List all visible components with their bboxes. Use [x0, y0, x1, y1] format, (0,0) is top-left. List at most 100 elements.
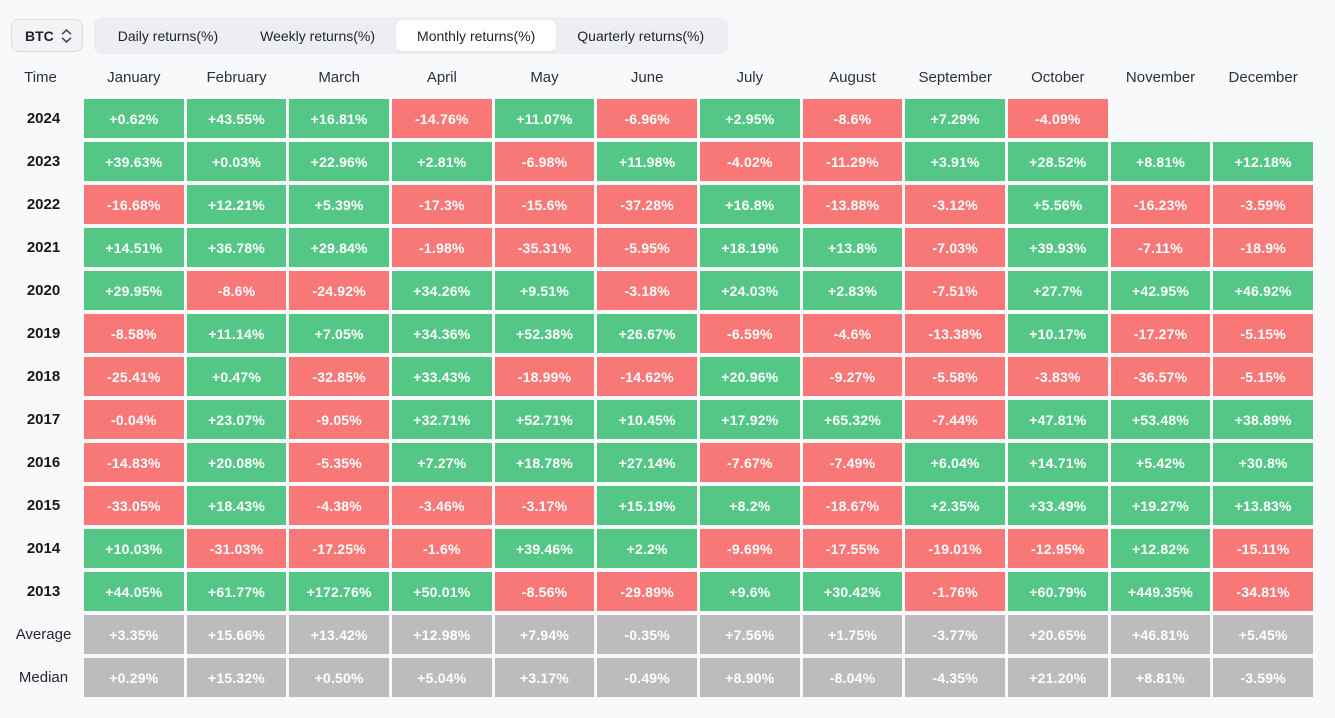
return-cell: -0.49% — [597, 658, 697, 697]
return-cell: +33.49% — [1007, 486, 1108, 525]
return-cell: +39.46% — [494, 529, 595, 568]
return-cell: -7.44% — [905, 400, 1005, 439]
return-cell: +11.98% — [597, 142, 697, 181]
return-cell: +8.81% — [1110, 658, 1211, 697]
return-cell: +52.38% — [494, 314, 595, 353]
return-cell: +1.75% — [802, 615, 903, 654]
return-cell: -25.41% — [84, 357, 184, 396]
month-column-header: August — [829, 68, 876, 86]
return-cell: -14.62% — [597, 357, 697, 396]
return-cell: +60.79% — [1007, 572, 1108, 611]
return-cell: +16.81% — [289, 99, 389, 138]
return-cell: +46.92% — [1213, 271, 1313, 310]
return-cell: +14.51% — [84, 228, 184, 267]
return-cell: +20.65% — [1007, 615, 1108, 654]
return-cell: -3.59% — [1213, 658, 1313, 697]
return-cell: +20.96% — [699, 357, 800, 396]
return-cell: -14.83% — [84, 443, 184, 482]
return-cell: +30.42% — [802, 572, 903, 611]
return-cell: +19.27% — [1110, 486, 1211, 525]
tab-bar: Daily returns(%) Weekly returns(%) Monthly… — [93, 17, 729, 54]
return-cell: +39.93% — [1007, 228, 1108, 267]
year-row-label: 2013 — [26, 583, 61, 600]
symbol-select-value: BTC — [25, 27, 54, 44]
return-cell: +14.71% — [1007, 443, 1108, 482]
month-column-header: October — [1031, 68, 1085, 86]
return-cell: -4.09% — [1007, 99, 1108, 138]
return-cell: +0.03% — [186, 142, 287, 181]
return-cell: -3.59% — [1213, 185, 1313, 224]
return-cell: -3.83% — [1007, 357, 1108, 396]
return-cell: +2.2% — [597, 529, 697, 568]
return-cell: -17.3% — [391, 185, 492, 224]
return-cell: -7.67% — [699, 443, 800, 482]
return-cell: +8.2% — [699, 486, 800, 525]
tab-weekly-returns[interactable]: Weekly returns(%) — [260, 27, 376, 44]
return-cell: +65.32% — [802, 400, 903, 439]
return-cell: +12.98% — [391, 615, 492, 654]
updown-chevron-icon — [61, 28, 72, 43]
return-cell: -3.77% — [905, 615, 1005, 654]
month-column-header: April — [426, 68, 457, 86]
return-cell: +36.78% — [186, 228, 287, 267]
month-column-header: June — [630, 68, 664, 86]
tab-daily-returns[interactable]: Daily returns(%) — [117, 27, 219, 44]
returns-heatmap: Time January February March April May June July… — [0, 56, 1335, 697]
return-cell: -3.46% — [391, 486, 492, 525]
symbol-select[interactable]: BTC — [11, 19, 83, 52]
return-cell: -4.35% — [905, 658, 1005, 697]
return-cell: +0.50% — [289, 658, 389, 697]
return-cell: +7.27% — [391, 443, 492, 482]
return-cell: +9.51% — [494, 271, 595, 310]
return-cell: +23.07% — [186, 400, 287, 439]
return-cell: +0.62% — [84, 99, 184, 138]
return-cell: -7.03% — [905, 228, 1005, 267]
year-row-label: 2014 — [26, 540, 61, 557]
return-cell: +7.05% — [289, 314, 389, 353]
return-cell: -18.9% — [1213, 228, 1313, 267]
return-cell: +12.18% — [1213, 142, 1313, 181]
return-cell: -6.59% — [699, 314, 800, 353]
return-cell: -1.6% — [391, 529, 492, 568]
return-cell: +18.19% — [699, 228, 800, 267]
return-cell: +38.89% — [1213, 400, 1313, 439]
return-cell: +8.81% — [1110, 142, 1211, 181]
year-row-label: 2022 — [26, 196, 61, 213]
return-cell: +5.39% — [289, 185, 389, 224]
return-cell: -29.89% — [597, 572, 697, 611]
return-cell: -9.69% — [699, 529, 800, 568]
return-cell: +29.95% — [84, 271, 184, 310]
return-cell: -5.35% — [289, 443, 389, 482]
return-cell: +2.83% — [802, 271, 903, 310]
return-cell: -5.15% — [1213, 314, 1313, 353]
return-cell: -9.05% — [289, 400, 389, 439]
return-cell: -16.23% — [1110, 185, 1211, 224]
tab-monthly-returns[interactable]: Monthly returns(%) — [396, 20, 557, 51]
return-cell: -6.96% — [597, 99, 697, 138]
return-cell: +3.35% — [84, 615, 184, 654]
return-cell: +5.42% — [1110, 443, 1211, 482]
return-cell: +7.29% — [905, 99, 1005, 138]
return-cell: -31.03% — [186, 529, 287, 568]
return-cell: -8.04% — [802, 658, 903, 697]
tab-quarterly-returns[interactable]: Quarterly returns(%) — [577, 27, 705, 44]
return-cell: +20.08% — [186, 443, 287, 482]
month-column-header: May — [530, 68, 559, 86]
return-cell: -8.6% — [186, 271, 287, 310]
return-cell: -7.49% — [802, 443, 903, 482]
return-cell: +11.14% — [186, 314, 287, 353]
year-row-label: 2015 — [26, 497, 61, 514]
return-cell: +43.55% — [186, 99, 287, 138]
return-cell: -37.28% — [597, 185, 697, 224]
return-cell: +27.7% — [1007, 271, 1108, 310]
return-cell: +42.95% — [1110, 271, 1211, 310]
return-cell: +34.26% — [391, 271, 492, 310]
return-cell: +47.81% — [1007, 400, 1108, 439]
return-cell: -7.51% — [905, 271, 1005, 310]
return-cell: -35.31% — [494, 228, 595, 267]
return-cell: +12.82% — [1110, 529, 1211, 568]
year-row-label: 2019 — [26, 325, 61, 342]
month-column-header: December — [1228, 68, 1298, 86]
return-cell: +13.8% — [802, 228, 903, 267]
return-cell: +39.63% — [84, 142, 184, 181]
